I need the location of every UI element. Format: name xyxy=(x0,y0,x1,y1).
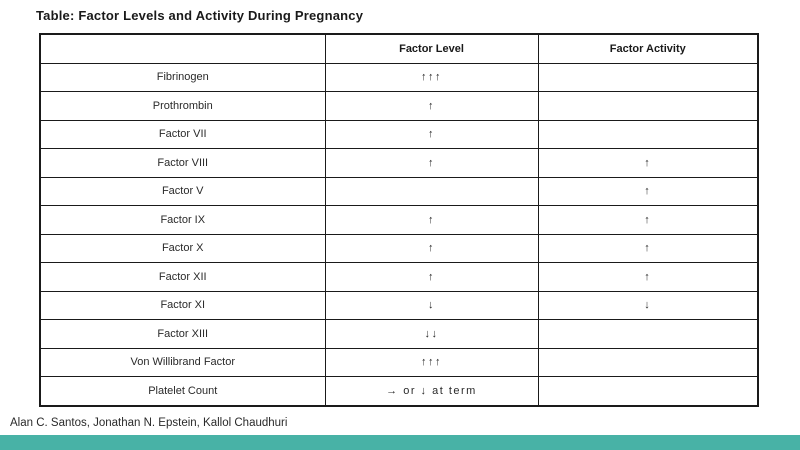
factor-activity-cell xyxy=(537,319,759,349)
table-row: Factor XII ↑ ↑ xyxy=(39,262,759,292)
factor-level-cell: ↑↑↑ xyxy=(324,62,539,92)
factor-level-cell: ↑ xyxy=(324,119,539,149)
factor-level-cell: ↑ xyxy=(324,205,539,235)
table-row: Factor VII ↑ xyxy=(39,119,759,149)
header-factor-activity: Factor Activity xyxy=(537,33,759,64)
factor-activity-cell: ↑ xyxy=(537,148,759,178)
attribution-line: Alan C. Santos, Jonathan N. Epstein, Kal… xyxy=(10,417,288,429)
factor-name-cell: Prothrombin xyxy=(39,91,326,121)
factor-level-cell: ↑ xyxy=(324,262,539,292)
header-blank xyxy=(39,33,326,64)
factor-table: Factor Level Factor Activity Fibrinogen … xyxy=(39,33,759,407)
factor-level-cell xyxy=(324,176,539,206)
factor-level-cell: ↑↑↑ xyxy=(324,347,539,377)
factor-activity-cell: ↑ xyxy=(537,262,759,292)
factor-name-cell: Factor XIII xyxy=(39,319,326,349)
factor-activity-cell: ↑ xyxy=(537,233,759,263)
factor-name-cell: Factor X xyxy=(39,233,326,263)
factor-name-cell: Factor VIII xyxy=(39,148,326,178)
header-factor-level: Factor Level xyxy=(324,33,539,64)
factor-activity-cell: ↓ xyxy=(537,290,759,320)
factor-level-cell: ↑ xyxy=(324,233,539,263)
factor-level-cell: ↓ xyxy=(324,290,539,320)
factor-name-cell: Factor V xyxy=(39,176,326,206)
factor-activity-cell xyxy=(537,347,759,377)
table-row: Factor VIII ↑ ↑ xyxy=(39,148,759,178)
factor-name-cell: Fibrinogen xyxy=(39,62,326,92)
factor-activity-cell xyxy=(537,376,759,406)
factor-name-cell: Platelet Count xyxy=(39,376,326,406)
page-title: Table: Factor Levels and Activity During… xyxy=(36,8,364,23)
factor-activity-cell xyxy=(537,62,759,92)
table-header-row: Factor Level Factor Activity xyxy=(39,33,759,64)
bottom-accent-bar xyxy=(0,435,800,450)
table-row: Factor XIII ↓↓ xyxy=(39,319,759,349)
factor-level-cell: ↑ xyxy=(324,91,539,121)
factor-name-cell: Factor IX xyxy=(39,205,326,235)
table-row: Factor V ↑ xyxy=(39,176,759,206)
table-row: Fibrinogen ↑↑↑ xyxy=(39,62,759,92)
table-row: Prothrombin ↑ xyxy=(39,91,759,121)
factor-name-cell: Factor VII xyxy=(39,119,326,149)
table-row: Factor IX ↑ ↑ xyxy=(39,205,759,235)
factor-activity-cell xyxy=(537,119,759,149)
factor-name-cell: Factor XI xyxy=(39,290,326,320)
table-row: Platelet Count → or ↓ at term xyxy=(39,376,759,406)
table-row: Von Willibrand Factor ↑↑↑ xyxy=(39,347,759,377)
factor-name-cell: Factor XII xyxy=(39,262,326,292)
table-row: Factor XI ↓ ↓ xyxy=(39,290,759,320)
factor-level-cell: ↑ xyxy=(324,148,539,178)
factor-name-cell: Von Willibrand Factor xyxy=(39,347,326,377)
factor-level-cell: ↓↓ xyxy=(324,319,539,349)
factor-level-cell: → or ↓ at term xyxy=(324,376,539,406)
factor-activity-cell: ↑ xyxy=(537,205,759,235)
factor-activity-cell: ↑ xyxy=(537,176,759,206)
factor-activity-cell xyxy=(537,91,759,121)
table-row: Factor X ↑ ↑ xyxy=(39,233,759,263)
